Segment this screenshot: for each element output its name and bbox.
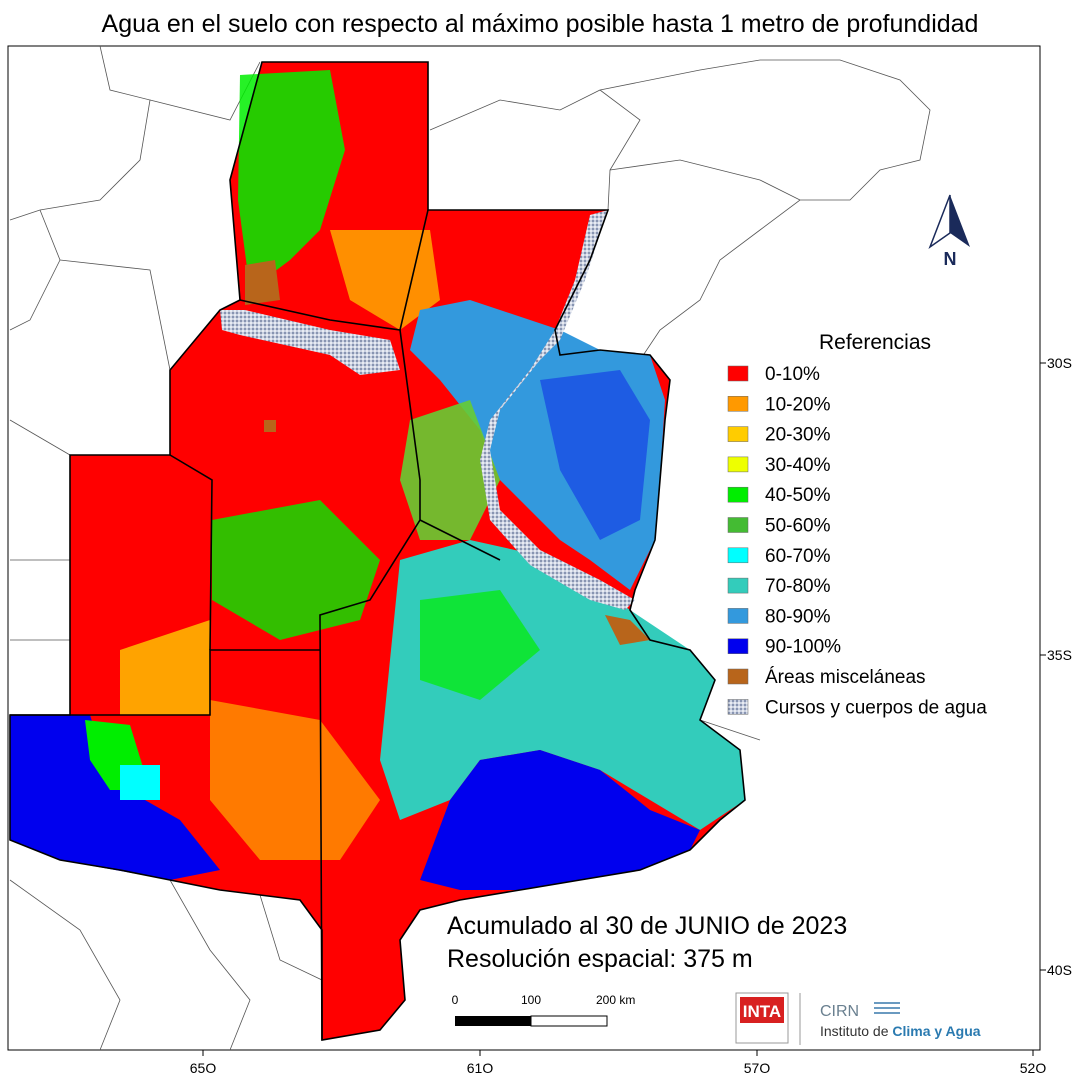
lat-label: 35S <box>1047 647 1072 663</box>
legend: Referencias 0-10% 10-20% 20-30% 30-40% 40-50… <box>727 331 987 718</box>
legend-swatch <box>727 365 749 382</box>
note-resolution: Resolución espacial: 375 m <box>447 945 753 973</box>
lon-label: 65O <box>190 1060 217 1076</box>
legend-swatch <box>727 486 749 503</box>
legend-swatch <box>727 638 749 654</box>
legend-label: 60-70% <box>765 546 831 567</box>
lat-label: 30S <box>1047 355 1072 371</box>
legend-swatch <box>727 396 749 412</box>
scale-label: 0 <box>452 993 459 1007</box>
cirn-waves <box>874 1002 900 1014</box>
legend-title: Referencias <box>819 331 931 354</box>
legend-label: Cursos y cuerpos de agua <box>765 697 987 718</box>
legend-label: 20-30% <box>765 425 831 446</box>
inta-label: INTA <box>743 1002 781 1021</box>
legend-swatch <box>727 456 749 473</box>
soil-water-raster <box>10 62 745 1040</box>
scale-label: 200 km <box>596 993 635 1007</box>
legend-swatch <box>727 517 749 533</box>
legend-swatch <box>727 426 749 442</box>
lat-label: 40S <box>1047 962 1072 978</box>
note-date: Acumulado al 30 de JUNIO de 2023 <box>447 912 847 940</box>
legend-label: 80-90% <box>765 606 831 627</box>
lon-label: 61O <box>467 1060 494 1076</box>
institute-emphasis: Clima y Agua <box>892 1023 980 1039</box>
legend-swatch <box>727 668 749 685</box>
legend-swatch <box>727 608 749 624</box>
legend-label: 30-40% <box>765 455 831 476</box>
legend-swatch <box>727 699 749 715</box>
institute-label: Instituto de Clima y Agua <box>820 1023 981 1039</box>
coordinate-labels: 30S 35S 40S 65O 61O 57O 52O <box>190 355 1072 1076</box>
scale-label: 100 <box>521 993 541 1007</box>
lon-label: 52O <box>1020 1060 1047 1076</box>
legend-label: 0-10% <box>765 364 820 385</box>
inta-logo: INTA <box>735 992 789 1044</box>
north-arrow: N <box>928 194 970 269</box>
legend-label: 50-60% <box>765 516 831 537</box>
legend-label: 10-20% <box>765 394 831 415</box>
legend-swatch <box>727 547 749 564</box>
map-title: Agua en el suelo con respecto al máximo … <box>102 10 979 38</box>
scale-bar: 0 100 200 km <box>452 993 635 1027</box>
cirn-label: CIRN <box>820 1003 859 1020</box>
legend-label: 40-50% <box>765 485 831 506</box>
legend-swatch <box>727 577 749 594</box>
institute-prefix: Instituto de <box>820 1023 892 1039</box>
north-label: N <box>944 249 957 269</box>
legend-label: Áreas misceláneas <box>765 667 926 688</box>
province-borders <box>9 61 746 1041</box>
lon-label: 57O <box>744 1060 771 1076</box>
legend-label: 90-100% <box>765 637 841 658</box>
legend-label: 70-80% <box>765 576 831 597</box>
